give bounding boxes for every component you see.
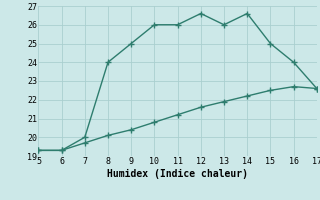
X-axis label: Humidex (Indice chaleur): Humidex (Indice chaleur) bbox=[107, 169, 248, 179]
